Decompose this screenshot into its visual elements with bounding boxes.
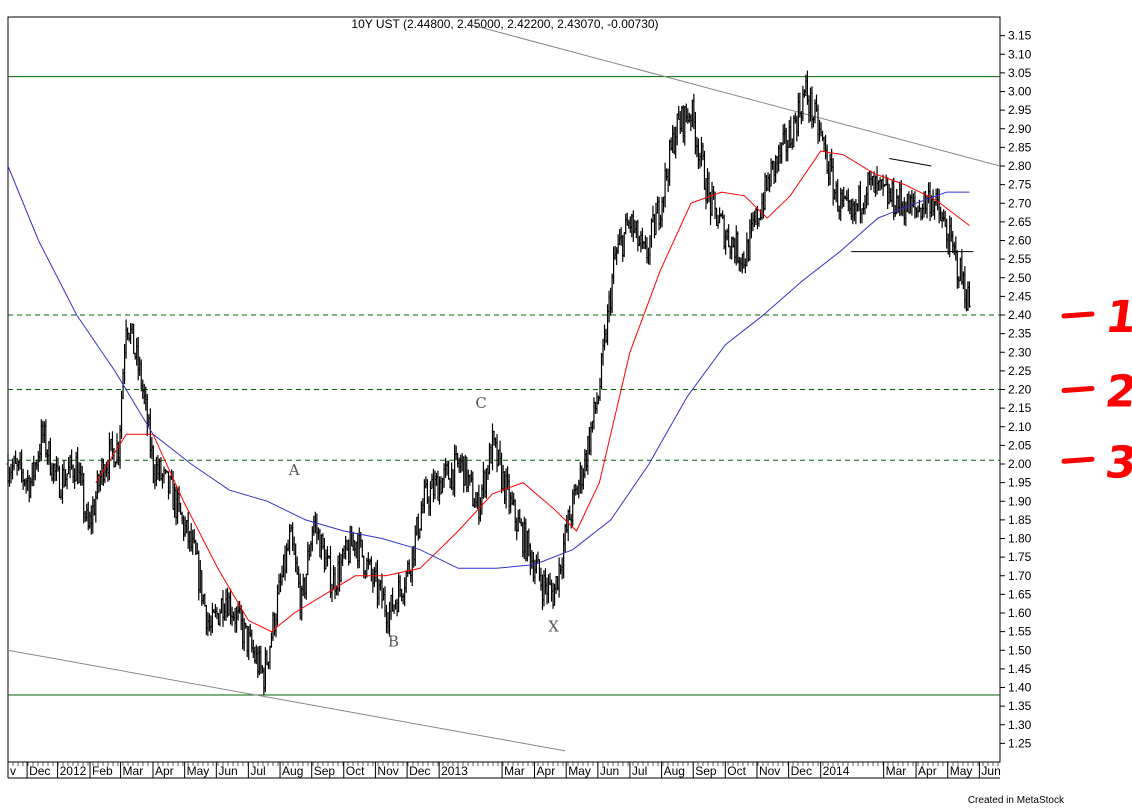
y-tick-label: 2.65 <box>1008 215 1032 229</box>
y-tick-label: 2.25 <box>1008 364 1032 378</box>
ohlc-bar <box>967 281 971 308</box>
y-tick-label: 2.85 <box>1008 140 1032 154</box>
y-tick-label: 1.90 <box>1008 494 1032 508</box>
y-tick-label: 2.15 <box>1008 401 1032 415</box>
y-tick-label: 2.30 <box>1008 345 1032 359</box>
wave-label: B <box>388 633 399 651</box>
x-tick-label: Jun <box>600 764 619 778</box>
y-tick-label: 2.10 <box>1008 420 1032 434</box>
handwritten-number: 3 <box>1102 437 1132 488</box>
y-tick-label: 3.00 <box>1008 85 1032 99</box>
handwritten-marker: 3 <box>1061 437 1132 488</box>
x-tick-label: Aug <box>282 764 303 778</box>
y-tick-label: 1.50 <box>1008 643 1032 657</box>
y-tick-label: 2.60 <box>1008 234 1032 248</box>
x-tick-label: Sep <box>314 764 336 778</box>
y-tick-label: 1.35 <box>1008 699 1032 713</box>
handwritten-dash <box>1061 311 1095 319</box>
chart-title: 10Y UST (2.44800, 2.45000, 2.42200, 2.43… <box>351 17 658 31</box>
trendline <box>7 649 566 752</box>
handwritten-number: 2 <box>1102 367 1132 418</box>
y-tick-label: 1.30 <box>1008 718 1032 732</box>
x-tick-label: Jul <box>250 764 265 778</box>
y-tick-label: 3.15 <box>1008 29 1032 43</box>
x-tick-label: 2012 <box>60 764 87 778</box>
y-tick-label: 1.70 <box>1008 569 1032 583</box>
wave-label: X <box>548 618 559 636</box>
x-tick-label: Nov <box>759 764 780 778</box>
x-tick-label: Feb <box>92 764 113 778</box>
y-tick-label: 2.75 <box>1008 178 1032 192</box>
x-tick-label: 2013 <box>441 764 468 778</box>
x-tick-label: Aug <box>664 764 685 778</box>
handwritten-marker: 2 <box>1061 367 1132 418</box>
handwritten-dash <box>1061 456 1095 464</box>
y-tick-label: 2.70 <box>1008 196 1032 210</box>
wave-label: C <box>475 394 486 412</box>
trendline <box>469 23 1001 167</box>
y-tick-label: 1.75 <box>1008 550 1032 564</box>
y-tick-label: 2.55 <box>1008 252 1032 266</box>
y-tick-label: 1.85 <box>1008 513 1032 527</box>
y-tick-label: 2.45 <box>1008 289 1032 303</box>
y-tick-label: 1.95 <box>1008 476 1032 490</box>
x-tick-label: May <box>568 764 591 778</box>
y-tick-label: 3.10 <box>1008 47 1032 61</box>
moving-average-line <box>95 150 970 633</box>
wave-label: A <box>288 461 300 479</box>
y-tick-label: 1.60 <box>1008 606 1032 620</box>
x-tick-label: Mar <box>504 764 525 778</box>
x-tick-label: Jun <box>981 764 1000 778</box>
moving-average-line <box>7 165 970 569</box>
x-tick-label: Dec <box>791 764 812 778</box>
x-tick-label: Mar <box>123 764 144 778</box>
y-tick-label: 1.25 <box>1008 736 1032 750</box>
y-tick-label: 1.40 <box>1008 681 1032 695</box>
y-tick-label: 2.20 <box>1008 383 1032 397</box>
y-tick-label: 2.95 <box>1008 103 1032 117</box>
handwritten-marker: 1 <box>1061 292 1132 343</box>
x-tick-label: Oct <box>727 764 746 778</box>
x-tick-label: Apr <box>918 764 937 778</box>
handwritten-dash <box>1061 386 1095 393</box>
x-tick-label: Jun <box>218 764 237 778</box>
y-tick-label: 3.05 <box>1008 66 1032 80</box>
x-tick-label: Dec <box>29 764 50 778</box>
y-tick-label: 1.80 <box>1008 532 1032 546</box>
y-tick-label: 2.05 <box>1008 438 1032 452</box>
y-tick-label: 1.55 <box>1008 625 1032 639</box>
y-tick-label: 1.45 <box>1008 662 1032 676</box>
x-tick-label: Apr <box>155 764 174 778</box>
x-tick-label: 2014 <box>823 764 850 778</box>
x-tick-label: Nov <box>377 764 398 778</box>
y-tick-label: 2.40 <box>1008 308 1032 322</box>
y-tick-label: 2.90 <box>1008 122 1032 136</box>
trendline <box>889 158 932 167</box>
x-tick-label: v <box>10 764 16 778</box>
handwritten-number: 1 <box>1102 292 1132 343</box>
x-tick-label: May <box>187 764 210 778</box>
y-tick-label: 2.50 <box>1008 271 1032 285</box>
x-tick-label: Jul <box>632 764 647 778</box>
y-tick-label: 2.80 <box>1008 159 1032 173</box>
metastock-credit: Created in MetaStock <box>967 795 1064 806</box>
y-tick-label: 2.00 <box>1008 457 1032 471</box>
x-tick-label: Oct <box>346 764 365 778</box>
x-tick-label: Sep <box>695 764 717 778</box>
x-tick-label: Mar <box>886 764 907 778</box>
x-tick-label: Dec <box>409 764 430 778</box>
y-tick-label: 1.65 <box>1008 587 1032 601</box>
x-tick-label: May <box>950 764 973 778</box>
x-tick-label: Apr <box>537 764 556 778</box>
y-tick-label: 2.35 <box>1008 327 1032 341</box>
